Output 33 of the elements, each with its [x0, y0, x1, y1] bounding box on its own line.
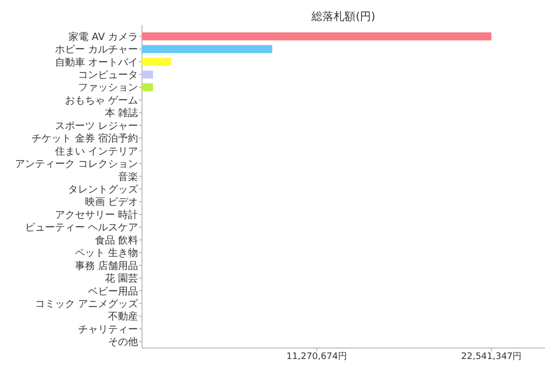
- y-tick-label: ファッション: [78, 82, 138, 94]
- y-tick-label: 食品 飲料: [94, 234, 138, 246]
- y-tick-label: おもちゃ ゲーム: [64, 95, 138, 106]
- y-tick-label: コミック アニメグッズ: [34, 298, 139, 310]
- y-tick-label: ペット 生き物: [74, 247, 138, 260]
- y-tick-label: チャリティー: [78, 324, 138, 336]
- chart-title: 総落札額(円): [310, 10, 376, 23]
- y-tick-label: タレントグッズ: [68, 184, 139, 196]
- bar: [142, 32, 492, 40]
- y-tick-label: 家電 AV カメラ: [68, 30, 138, 43]
- x-tick-label: 11,270,674円: [286, 352, 347, 362]
- y-tick-label: コンピュータ: [78, 70, 138, 82]
- bar: [142, 58, 171, 66]
- y-tick-label: ベビー用品: [88, 286, 138, 298]
- bar: [142, 70, 154, 79]
- y-tick-label: 不動産: [108, 310, 138, 323]
- y-tick-label: 住まい インテリア: [54, 146, 138, 158]
- y-tick-label: 映画 ビデオ: [84, 196, 138, 208]
- y-tick-label: アクセサリー 時計: [54, 208, 138, 221]
- y-tick-label: チケット 金券 宿泊予約: [32, 132, 138, 145]
- y-tick-label: その他: [108, 336, 138, 348]
- y-tick-label: アンティーク コレクション: [14, 159, 138, 170]
- y-tick-label: 花 園芸: [104, 272, 138, 285]
- y-tick-label: ビューティー ヘルスケア: [24, 222, 138, 234]
- y-tick-label: ホビー カルチャー: [54, 44, 138, 56]
- y-tick-label: 自動車 オートバイ: [54, 56, 138, 68]
- y-tick-label: 事務 店舗用品: [74, 260, 138, 272]
- y-tick-label: スポーツ レジャー: [54, 120, 138, 132]
- y-tick-label: 音楽: [118, 170, 138, 183]
- bar: [142, 83, 154, 92]
- x-tick-label: 22,541,347円: [461, 352, 522, 362]
- bar: [142, 45, 272, 54]
- y-tick-label: 本 雑誌: [104, 107, 138, 120]
